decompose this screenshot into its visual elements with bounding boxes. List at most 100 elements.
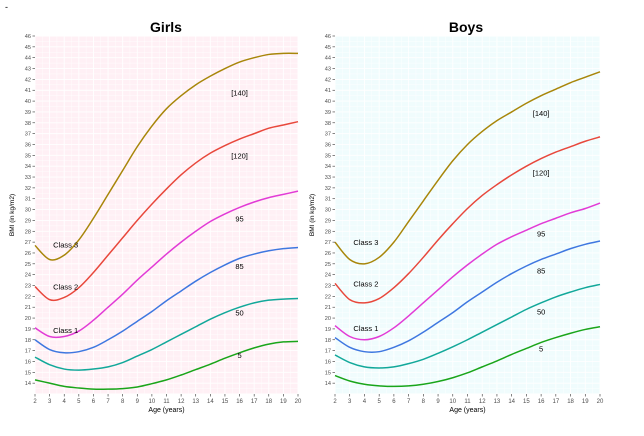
chart-boys-x-tick-label: 19 xyxy=(582,399,589,405)
chart-boys-annotation: [140] xyxy=(533,109,550,118)
chart-boys-series-line-120 xyxy=(334,136,601,304)
chart-girls-y-axis-label: BMI (in kg/m2) xyxy=(9,194,16,236)
chart-girls-x-tick-label: 13 xyxy=(192,399,199,405)
chart-girls-y-tick-label: 26 xyxy=(25,251,31,257)
chart-girls-y-tick-label: 40 xyxy=(25,99,31,105)
chart-girls-annotation: 85 xyxy=(235,262,243,271)
chart-girls-x-axis-label: Age (years) xyxy=(148,407,184,414)
chart-boys-x-tick-label: 10 xyxy=(449,399,456,405)
chart-boys-y-tick-label: 45 xyxy=(325,45,331,51)
chart-boys-y-tick-label: 22 xyxy=(325,294,331,300)
chart-girls-y-tick-label: 17 xyxy=(25,349,31,355)
chart-boys-y-tick-label: 46 xyxy=(325,34,331,40)
chart-girls-y-tick-label: 22 xyxy=(25,294,31,300)
chart-girls-y-tick-label: 36 xyxy=(25,142,31,148)
chart-boys-y-tick-label: 44 xyxy=(325,56,331,62)
chart-girls-y-tick-label: 28 xyxy=(25,229,31,235)
chart-boys-x-axis-label: Age (years) xyxy=(449,407,485,414)
chart-girls-grid xyxy=(34,35,299,395)
chart-girls-x-tick-label: 3 xyxy=(48,399,52,405)
chart-girls-annotation: 5 xyxy=(237,351,241,360)
chart-girls-y-tick-label: 25 xyxy=(25,262,31,268)
chart-boys-x-tick-label: 17 xyxy=(552,399,559,405)
chart-girls-y-tick-label: 24 xyxy=(25,273,31,279)
chart-girls-y-tick-label: 20 xyxy=(25,316,31,322)
chart-girls-y-tick-label: 15 xyxy=(25,370,31,376)
chart-boys-annotation: 85 xyxy=(537,266,545,275)
chart-girls-series-line-95 xyxy=(34,190,299,339)
chart-boys-x-tick-label: 15 xyxy=(523,399,530,405)
chart-girls-x-tick-label: 12 xyxy=(178,399,185,405)
chart-boys-x-tick-label: 11 xyxy=(464,399,471,405)
chart-boys-annotation: Class 2 xyxy=(353,279,378,288)
chart-boys-y-tick-label: 40 xyxy=(325,99,331,105)
chart-boys-y-tick-label: 37 xyxy=(325,132,331,138)
chart-boys-annotation: Class 3 xyxy=(353,238,378,247)
chart-girls-y-tick-label: 46 xyxy=(25,34,31,40)
chart-boys-y-tick-label: 33 xyxy=(325,175,331,181)
chart-girls-y-tick-label: 34 xyxy=(25,164,31,170)
chart-boys-x-tick-label: 3 xyxy=(348,399,352,405)
chart-boys-annotation: 5 xyxy=(539,344,543,353)
chart-girls-annotation: 50 xyxy=(235,309,243,318)
chart-boys-x-tick-label: 6 xyxy=(392,399,396,405)
chart-girls-x-tick-label: 20 xyxy=(295,399,302,405)
chart-girls-y-tick-label: 32 xyxy=(25,186,31,192)
chart-girls-y-tick-label: 37 xyxy=(25,132,31,138)
chart-boys-series-line-95 xyxy=(334,202,601,341)
chart-boys-y-tick-label: 21 xyxy=(325,305,331,311)
chart-boys-annotation: Class 1 xyxy=(353,324,378,333)
chart-boys-y-tick-label: 42 xyxy=(325,77,331,83)
chart-girls-y-tick-label: 38 xyxy=(25,121,31,127)
chart-girls-x-tick-label: 18 xyxy=(265,399,272,405)
chart-girls-x-tick-label: 11 xyxy=(163,399,170,405)
chart-girls-x-tick-label: 10 xyxy=(149,399,156,405)
chart-boys-y-tick-label: 34 xyxy=(325,164,331,170)
chart-boys-y-tick-label: 35 xyxy=(325,153,331,159)
chart-boys-x-tick-label: 2 xyxy=(333,399,337,405)
chart-boys-y-tick-label: 28 xyxy=(325,229,331,235)
chart-boys-y-tick-label: 23 xyxy=(325,284,331,290)
chart-girls-y-tick-label: 18 xyxy=(25,338,31,344)
chart-boys-y-tick-label: 14 xyxy=(325,381,331,387)
chart-girls-x-tick-label: 4 xyxy=(63,399,67,405)
chart-girls-series-line-140 xyxy=(34,52,299,261)
chart-girls-x-tick-label: 16 xyxy=(236,399,243,405)
chart-girls-x-tick-label: 19 xyxy=(280,399,287,405)
chart-boys-annotation: 50 xyxy=(537,308,545,317)
chart-boys-y-tick-label: 32 xyxy=(325,186,331,192)
chart-girls-annotation: Class 2 xyxy=(53,283,78,292)
chart-boys-y-tick-label: 19 xyxy=(325,327,331,333)
chart-girls-annotation: Class 1 xyxy=(53,326,78,335)
chart-boys-x-tick-label: 12 xyxy=(479,399,486,405)
chart-boys-y-tick-label: 41 xyxy=(325,88,331,94)
chart-boys-y-tick-label: 43 xyxy=(325,67,331,73)
chart-boys-y-tick-label: 27 xyxy=(325,240,331,246)
corner-mark: - xyxy=(5,2,8,12)
chart-girls-y-tick-label: 39 xyxy=(25,110,31,116)
chart-girls-y-tick-label: 42 xyxy=(25,77,31,83)
chart-boys-y-tick-label: 30 xyxy=(325,208,331,214)
chart-girls-y-tick-label: 31 xyxy=(25,197,31,203)
chart-girls-y-tick-label: 23 xyxy=(25,284,31,290)
chart-boys-y-tick-label: 26 xyxy=(325,251,331,257)
chart-girls-y-tick-label: 33 xyxy=(25,175,31,181)
chart-girls-y-tick-label: 41 xyxy=(25,88,31,94)
chart-boys-x-tick-label: 20 xyxy=(597,399,604,405)
chart-boys-x-tick-label: 18 xyxy=(567,399,574,405)
chart-girls-x-tick-label: 8 xyxy=(121,399,125,405)
chart-girls-x-tick-label: 5 xyxy=(77,399,81,405)
chart-girls-title: Girls xyxy=(150,19,182,35)
chart-girls-annotation: [140] xyxy=(231,88,248,97)
chart-boys-y-tick-label: 16 xyxy=(325,359,331,365)
chart-boys-x-tick-label: 8 xyxy=(422,399,426,405)
chart-girls-annotation: [120] xyxy=(231,151,248,160)
chart-boys-series-line-85 xyxy=(334,240,601,353)
chart-girls-y-tick-label: 44 xyxy=(25,56,31,62)
chart-boys-annotation: 95 xyxy=(537,229,545,238)
chart-boys-y-tick-label: 15 xyxy=(325,370,331,376)
chart-boys-y-tick-label: 20 xyxy=(325,316,331,322)
chart-boys-x-tick-label: 14 xyxy=(508,399,515,405)
chart-girls-x-tick-label: 17 xyxy=(251,399,258,405)
chart-girls-series-line-85 xyxy=(34,246,299,354)
